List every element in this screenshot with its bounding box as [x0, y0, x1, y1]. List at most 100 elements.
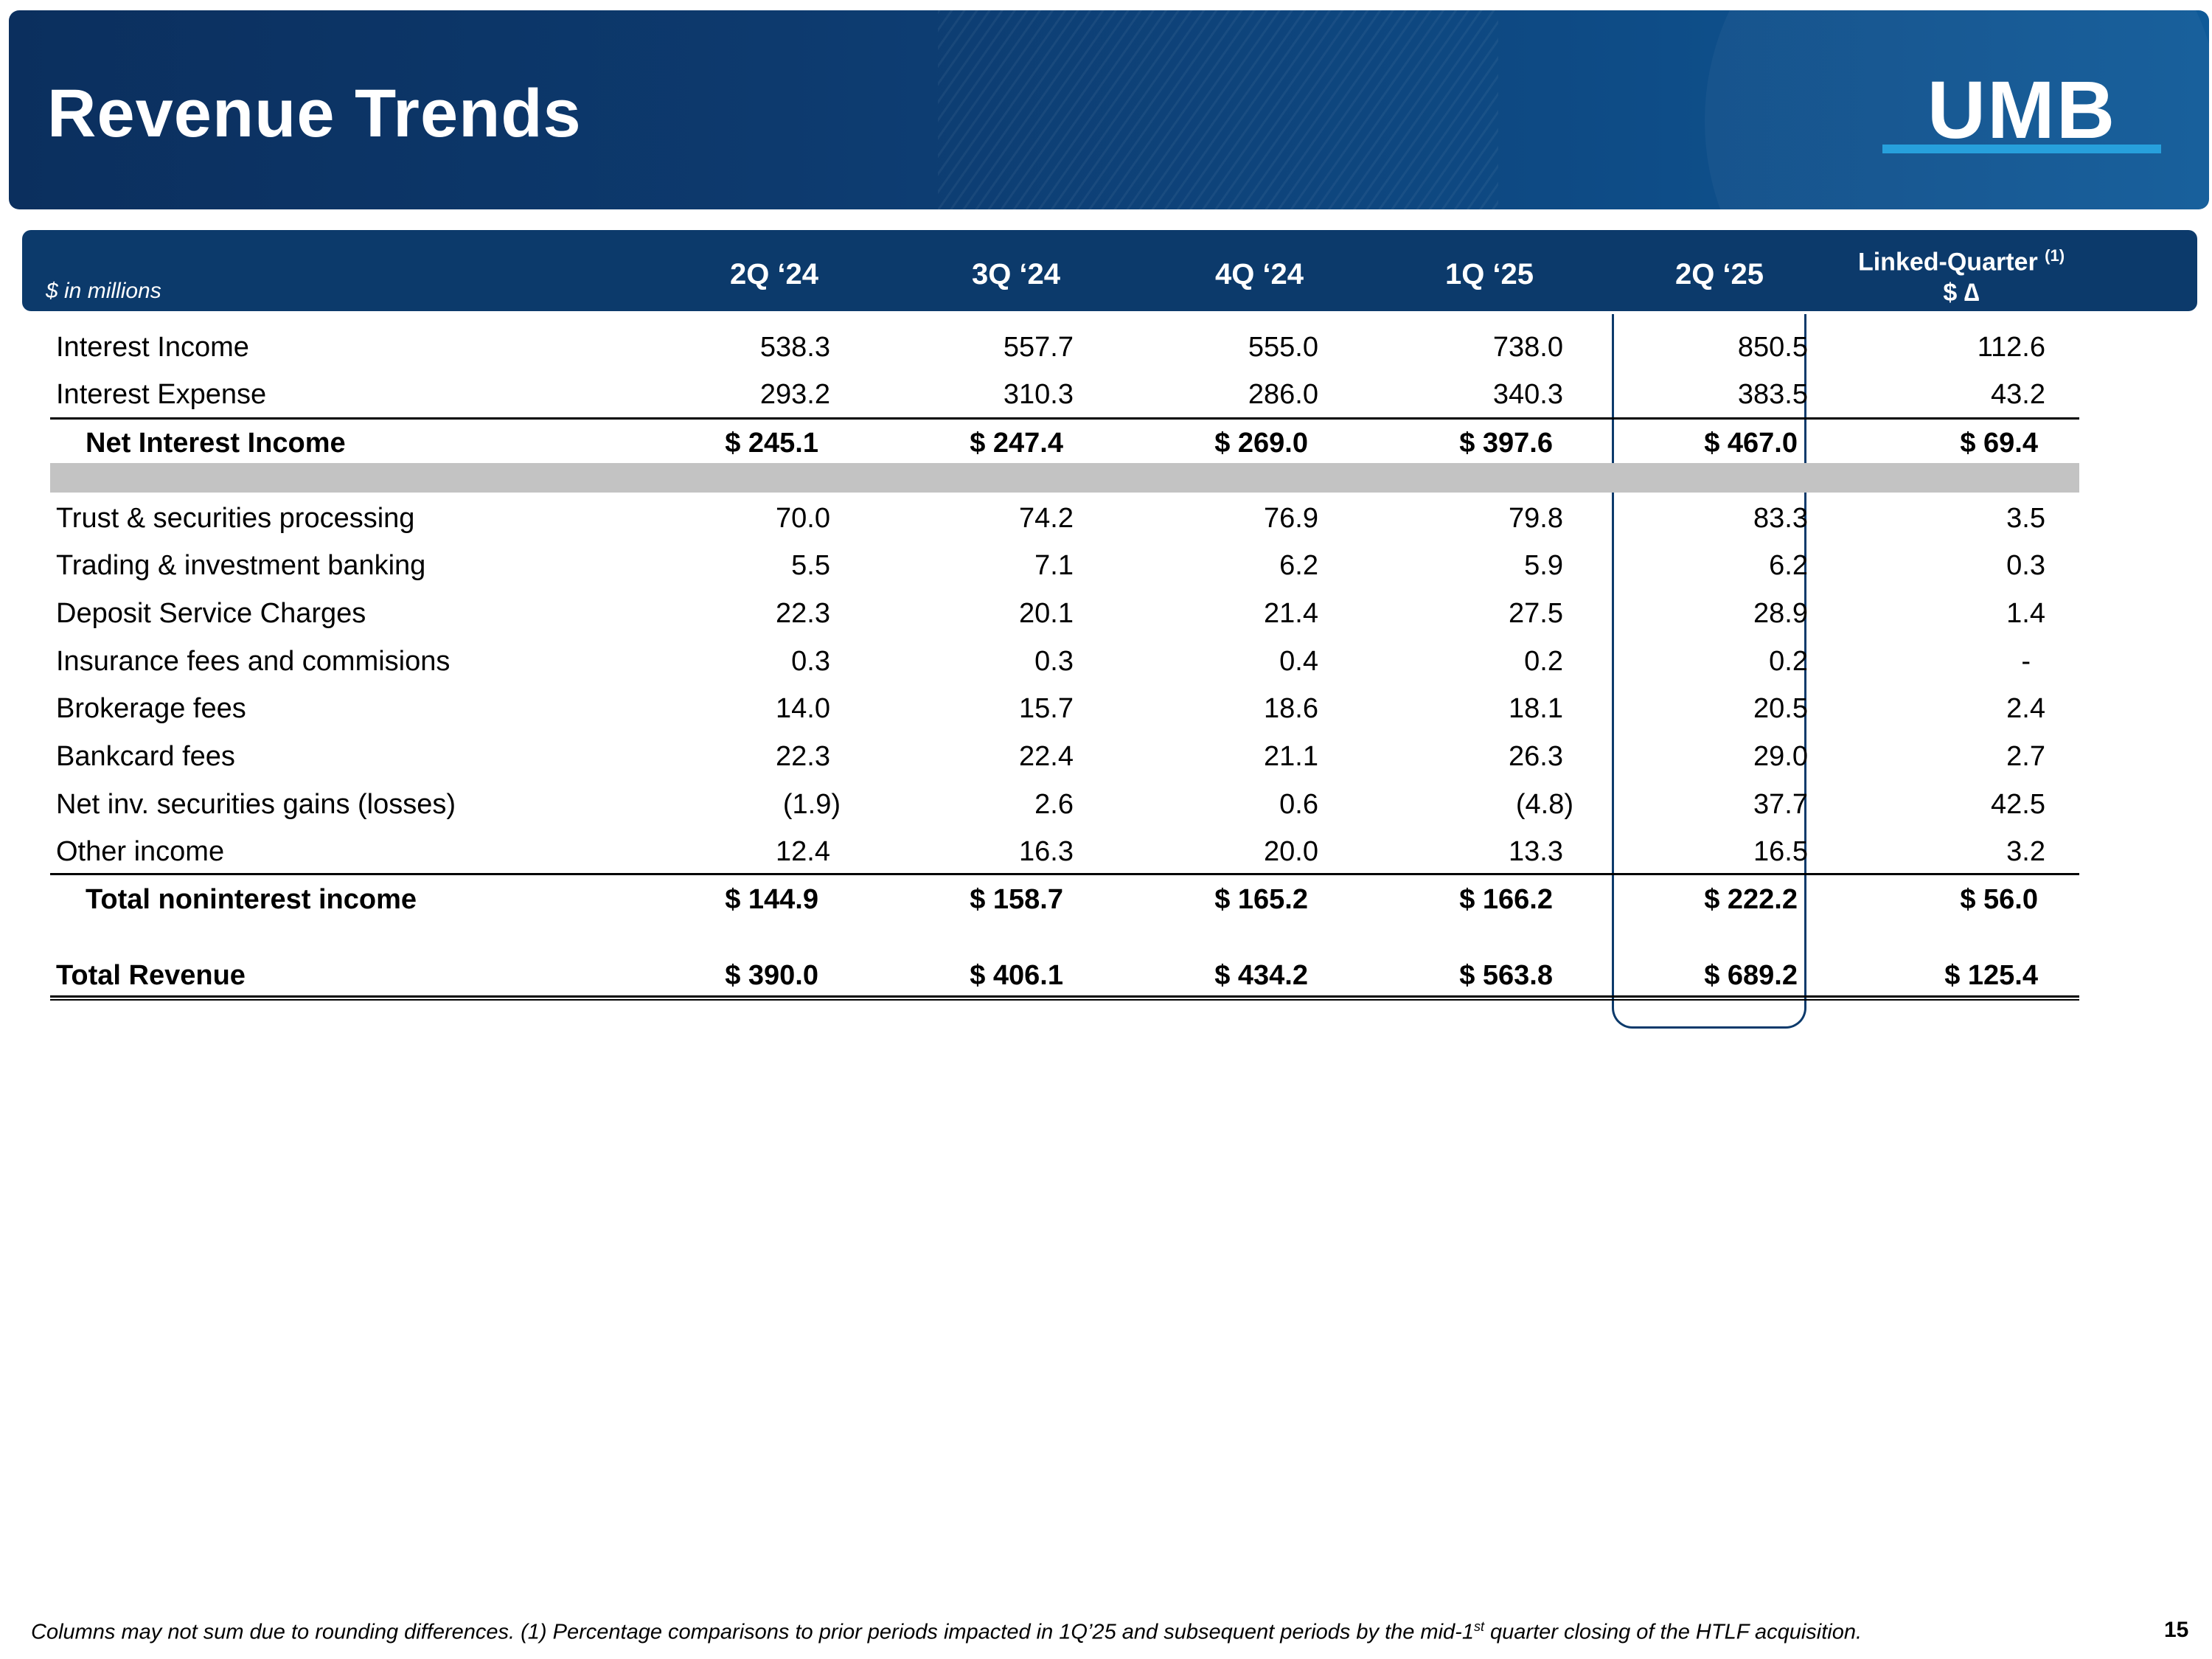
cell: 112.6	[1977, 332, 2045, 363]
cell: $ 689.2	[1704, 960, 1798, 991]
cell: $ 125.4	[1944, 960, 2038, 991]
cell: 0.3	[1034, 646, 1074, 677]
linked-quarter-delta: $ ∆	[1943, 279, 1980, 307]
cell: 557.7	[1003, 332, 1074, 363]
row-label: Insurance fees and commisions	[56, 646, 451, 677]
cell: 1.4	[2006, 598, 2045, 629]
linked-quarter-label: Linked-Quarter	[1857, 248, 2038, 276]
cell: $ 222.2	[1704, 884, 1798, 915]
cell: 18.6	[1264, 693, 1318, 724]
table-row-interest-income: Interest Income 538.3 557.7 555.0 738.0 …	[50, 324, 2085, 370]
cell: 286.0	[1248, 379, 1318, 410]
table-row-brokerage-fees: Brokerage fees 14.0 15.7 18.6 18.1 20.5 …	[50, 686, 2085, 731]
cell: 6.2	[1769, 550, 1808, 581]
cell: 28.9	[1753, 598, 1808, 629]
cell: 555.0	[1248, 332, 1318, 363]
title-banner: Revenue Trends UMB	[9, 10, 2209, 209]
table-row-total-revenue: Total Revenue $ 390.0 $ 406.1 $ 434.2 $ …	[50, 953, 2085, 998]
column-header-1q25: 1Q ‘25	[1444, 258, 1534, 291]
cell: 70.0	[776, 503, 830, 534]
cell: 26.3	[1509, 741, 1563, 772]
cell: 15.7	[1019, 693, 1074, 724]
footnote-text: Columns may not sum due to rounding diff…	[31, 1620, 1474, 1644]
table-row-deposit-charges: Deposit Service Charges 22.3 20.1 21.4 2…	[50, 591, 2085, 636]
cell: 20.0	[1264, 836, 1318, 867]
row-label: Brokerage fees	[56, 693, 246, 724]
linked-quarter-footnote-ref: (1)	[2045, 246, 2065, 265]
row-label: Deposit Service Charges	[56, 598, 366, 629]
cell: 12.4	[776, 836, 830, 867]
cell: 16.5	[1753, 836, 1808, 867]
cell: 538.3	[759, 332, 830, 363]
logo-text: UMB	[1927, 65, 2117, 156]
table-row-net-interest-income: Net Interest Income $ 245.1 $ 247.4 $ 26…	[50, 420, 2085, 466]
row-label: Interest Income	[56, 332, 249, 363]
footnote: Columns may not sum due to rounding diff…	[31, 1619, 1862, 1645]
cell: $ 390.0	[725, 960, 818, 991]
cell: 14.0	[776, 693, 830, 724]
cell: $ 56.0	[1960, 884, 2038, 915]
cell: 3.2	[2006, 836, 2045, 867]
cell: $ 406.1	[970, 960, 1063, 991]
cell: 3.5	[2006, 503, 2045, 534]
cell: 21.4	[1264, 598, 1318, 629]
row-label: Total noninterest income	[86, 884, 417, 915]
banner-arc	[1705, 10, 2209, 209]
cell: 310.3	[1003, 379, 1074, 410]
row-label: Trading & investment banking	[56, 550, 426, 581]
cell: 0.4	[1279, 646, 1318, 677]
cell: $ 247.4	[970, 428, 1063, 459]
cell: 27.5	[1509, 598, 1563, 629]
cell: $ 269.0	[1214, 428, 1308, 459]
cell: 2.7	[2006, 741, 2045, 772]
cell: 2.6	[1034, 789, 1074, 820]
section-separator	[50, 463, 2079, 493]
cell: 0.3	[2006, 550, 2045, 581]
cell: 383.5	[1737, 379, 1808, 410]
table-row-trading-investment: Trading & investment banking 5.5 7.1 6.2…	[50, 543, 2085, 588]
row-label: Other income	[56, 836, 225, 867]
cell: $ 434.2	[1214, 960, 1308, 991]
cell: 7.1	[1034, 550, 1074, 581]
cell: 21.1	[1264, 741, 1318, 772]
row-label: Trust & securities processing	[56, 503, 415, 534]
cell: $ 158.7	[970, 884, 1063, 915]
cell: 0.3	[791, 646, 830, 677]
column-header-3q24: 3Q ‘24	[971, 258, 1061, 291]
cell: $ 467.0	[1704, 428, 1798, 459]
cell: 2.4	[2006, 693, 2045, 724]
cell: 5.9	[1524, 550, 1563, 581]
cell: 83.3	[1753, 503, 1808, 534]
cell: 5.5	[791, 550, 830, 581]
column-header-2q25: 2Q ‘25	[1674, 258, 1764, 291]
column-header-2q24: 2Q ‘24	[729, 258, 819, 291]
table-row-total-noninterest-income: Total noninterest income $ 144.9 $ 158.7…	[50, 877, 2085, 922]
cell: 29.0	[1753, 741, 1808, 772]
cell: 18.1	[1509, 693, 1563, 724]
cell: $ 69.4	[1960, 428, 2038, 459]
footnote-text-end: quarter closing of the HTLF acquisition.	[1484, 1620, 1863, 1644]
divider	[50, 417, 2079, 420]
cell: 6.2	[1279, 550, 1318, 581]
table-header: $ in millions 2Q ‘24 3Q ‘24 4Q ‘24 1Q ‘2…	[22, 230, 2197, 311]
cell: 0.2	[1524, 646, 1563, 677]
cell: 22.3	[776, 741, 830, 772]
table-row-interest-expense: Interest Expense 293.2 310.3 286.0 340.3…	[50, 372, 2085, 417]
divider	[50, 995, 2079, 998]
cell: 22.4	[1019, 741, 1074, 772]
cell: 293.2	[759, 379, 830, 410]
cell: 20.5	[1753, 693, 1808, 724]
cell: $ 397.6	[1459, 428, 1553, 459]
row-label: Net inv. securities gains (losses)	[56, 789, 456, 820]
cell: 76.9	[1264, 503, 1318, 534]
cell: 43.2	[1991, 379, 2045, 410]
cell: $ 563.8	[1459, 960, 1553, 991]
umb-logo: UMB	[1878, 66, 2166, 158]
cell: 74.2	[1019, 503, 1074, 534]
row-label: Total Revenue	[56, 960, 246, 991]
banner-pattern	[938, 10, 1498, 209]
cell: 20.1	[1019, 598, 1074, 629]
cell: 850.5	[1737, 332, 1808, 363]
cell: 738.0	[1492, 332, 1563, 363]
cell: 16.3	[1019, 836, 1074, 867]
